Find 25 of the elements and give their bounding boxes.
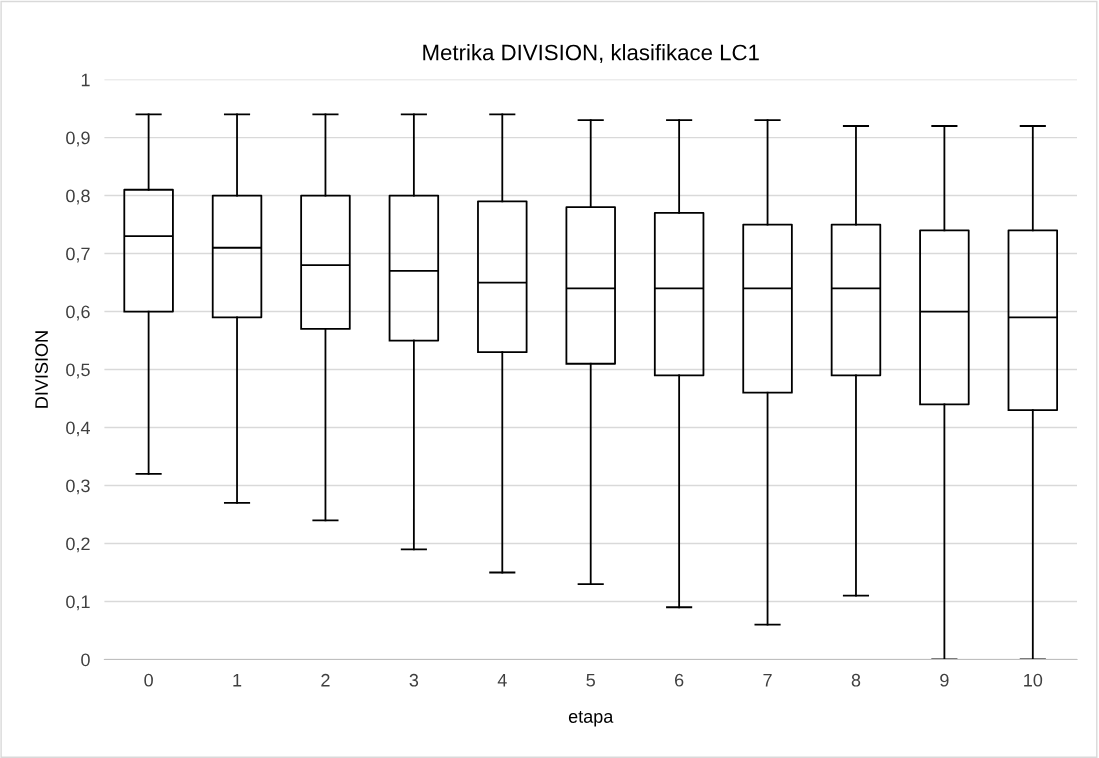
x-tick-label: 9 (940, 673, 949, 687)
x-tick-label: 2 (321, 673, 330, 687)
y-tick-label: 0,3 (66, 479, 90, 495)
y-tick-label: 0 (81, 653, 90, 667)
x-tick-label: 8 (851, 673, 861, 687)
x-axis-title: etapa (568, 711, 614, 727)
y-tick-label: 1 (81, 73, 90, 87)
x-tick-label: 1 (233, 674, 242, 687)
chart-title: Metrika DIVISION, klasifikace LC1 (423, 44, 759, 63)
y-tick-label: 0,5 (66, 363, 90, 379)
x-tick-label: 4 (497, 674, 507, 687)
y-tick-label: 0,8 (66, 189, 90, 205)
x-tick-label: 3 (409, 673, 419, 687)
y-tick-label: 0,7 (66, 247, 90, 263)
y-tick-label: 0,6 (66, 305, 90, 321)
x-tick-label: 10 (1024, 673, 1043, 687)
x-tick-label: 7 (763, 674, 772, 687)
x-tick-label: 5 (586, 674, 595, 687)
x-tick-label: 6 (675, 673, 684, 687)
y-axis-title: DIVISION (35, 331, 48, 408)
y-tick-label: 0,9 (66, 131, 90, 147)
x-tick-label: 0 (144, 673, 153, 687)
y-tick-label: 0,1 (66, 595, 90, 611)
y-tick-label: 0,4 (66, 421, 90, 437)
y-tick-label: 0,2 (66, 537, 90, 553)
